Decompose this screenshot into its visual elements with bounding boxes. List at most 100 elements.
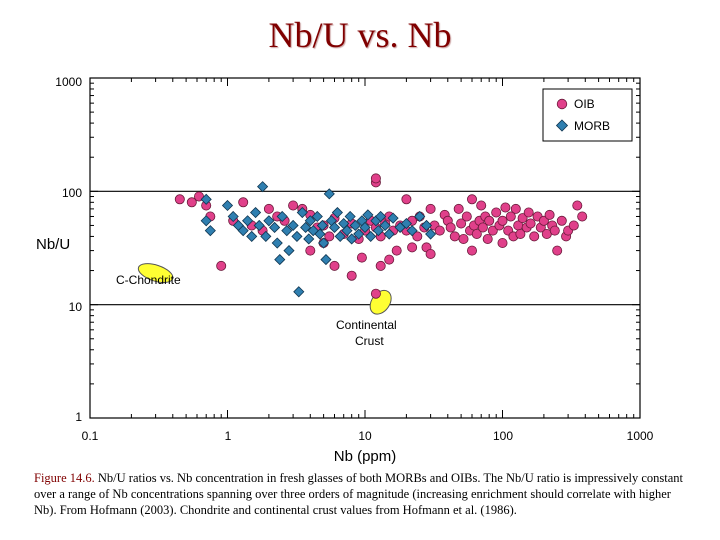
slide-title: Nb/U vs. Nb xyxy=(268,15,452,55)
x-axis-label: Nb (ppm) xyxy=(334,448,397,465)
oib-point xyxy=(346,270,357,281)
morb-point xyxy=(314,228,326,240)
chondrite-ellipse xyxy=(137,263,174,283)
morb-point xyxy=(349,219,361,232)
oib-point xyxy=(577,211,588,222)
legend-morb-marker xyxy=(555,119,569,132)
oib-point xyxy=(477,222,488,233)
legend-morb-label: MORB xyxy=(574,119,610,133)
morb-point xyxy=(281,225,293,237)
oib-point xyxy=(329,260,340,271)
morb-point xyxy=(318,237,330,249)
morb-point xyxy=(269,221,281,234)
crust-label-line2: Crust xyxy=(355,334,384,348)
morb-point xyxy=(359,221,371,234)
oib-point xyxy=(461,211,472,222)
oib-point xyxy=(370,173,381,184)
oib-point xyxy=(497,215,508,226)
oib-point xyxy=(497,237,508,248)
oib-point xyxy=(453,203,464,214)
oib-point xyxy=(510,203,521,214)
crust-label-line1: Continental xyxy=(336,318,397,332)
morb-point xyxy=(271,237,283,249)
morb-point xyxy=(420,219,433,232)
oib-point xyxy=(505,211,516,222)
morb-point xyxy=(414,210,426,223)
morb-point xyxy=(353,228,365,240)
morb-point xyxy=(365,230,377,242)
morb-point xyxy=(320,254,332,266)
oib-point xyxy=(412,231,423,242)
morb-point xyxy=(341,225,353,237)
x-tick-label-1: 1 xyxy=(225,429,232,443)
morb-point xyxy=(253,219,265,232)
oib-point xyxy=(356,252,367,263)
caption-figure-label: Figure 14.6. xyxy=(34,471,95,485)
morb-point xyxy=(291,230,303,242)
morb-point xyxy=(276,210,288,223)
morb-point xyxy=(250,206,262,219)
morb-point xyxy=(344,210,356,223)
morb-point xyxy=(316,219,328,232)
oib-point xyxy=(476,200,487,211)
oib-point xyxy=(458,233,469,244)
oib-point xyxy=(370,288,381,299)
x-tick-label-0.1: 0.1 xyxy=(82,429,99,443)
legend: OIB MORB xyxy=(542,88,633,142)
morb-point xyxy=(263,215,275,227)
oib-point xyxy=(525,218,536,229)
morb-point xyxy=(346,233,358,245)
y-tick-label-1000: 1000 xyxy=(55,75,82,89)
oib-point xyxy=(186,197,197,208)
morb-point xyxy=(221,199,234,212)
morb-point xyxy=(296,206,308,219)
oib-point xyxy=(515,228,526,239)
oib-point xyxy=(216,260,227,271)
morb-point xyxy=(304,215,316,227)
reference-ellipses xyxy=(137,263,392,315)
oib-point xyxy=(552,245,563,256)
morb-point xyxy=(260,230,272,242)
legend-box xyxy=(542,88,633,142)
oib-point xyxy=(466,245,477,256)
oib-point xyxy=(466,194,477,205)
morb-point xyxy=(334,230,346,242)
oib-point xyxy=(523,207,534,218)
morb-point xyxy=(311,210,323,223)
legend-oib-label: OIB xyxy=(574,97,595,111)
oib-point xyxy=(434,225,445,236)
morb-point xyxy=(375,210,387,223)
oib-point xyxy=(238,197,249,208)
oib-point xyxy=(174,194,185,205)
morb-point xyxy=(200,193,212,205)
oib-point xyxy=(484,215,495,226)
oib-point xyxy=(305,245,316,256)
oib-point xyxy=(529,231,540,242)
legend-oib-marker xyxy=(556,98,568,110)
oib-point xyxy=(491,207,502,218)
morb-point xyxy=(287,219,299,232)
morb-point xyxy=(406,225,418,237)
oib-point xyxy=(549,225,560,236)
morb-point xyxy=(372,225,384,237)
morb-point xyxy=(300,221,312,234)
morb-point xyxy=(283,245,295,257)
oib-point xyxy=(517,213,528,224)
morb-point xyxy=(246,230,258,242)
morb-point xyxy=(383,228,395,240)
oib-point xyxy=(568,220,579,231)
oib-point xyxy=(572,200,583,211)
morb-point xyxy=(257,181,269,193)
oib-point xyxy=(445,222,456,233)
morb-point xyxy=(323,188,335,200)
oib-point xyxy=(288,200,299,211)
oib-point xyxy=(482,233,493,244)
scatter-chart: 1000 100 10 1 0.1 1 10 100 1000 Nb/U Nb … xyxy=(36,75,654,465)
morb-series xyxy=(200,181,437,298)
oib-point xyxy=(471,228,482,239)
morb-point xyxy=(200,215,212,227)
morb-point xyxy=(387,212,399,224)
oib-point xyxy=(487,225,498,236)
continental-crust-ellipse xyxy=(369,289,392,315)
x-tick-label-100: 100 xyxy=(493,429,513,443)
